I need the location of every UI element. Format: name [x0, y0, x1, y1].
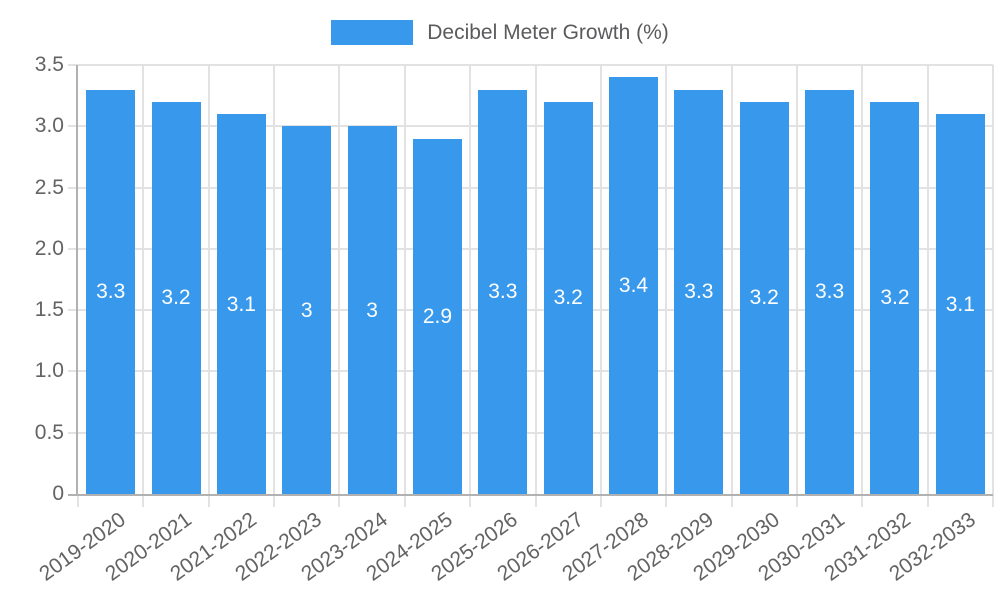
gridline-horizontal: [68, 64, 993, 66]
gridline-horizontal: [68, 125, 993, 128]
gridline-vertical: [861, 65, 864, 507]
chart-legend[interactable]: Decibel Meter Growth (%): [0, 20, 1000, 45]
bar-value-label: 3.3: [815, 280, 845, 304]
plot-area: 3.3 3.2 3.1 3 3 2.9 3.3 3.2 3.4 3.3 3.2 3.3 3.2 3.1 20…: [35, 64, 994, 586]
bar-value-label: 3.1: [226, 292, 256, 316]
y-tick-label: 3.0: [34, 114, 64, 138]
bar-value-label: 3: [300, 298, 313, 322]
gridline-vertical: [142, 65, 145, 507]
x-tick-mark: [77, 494, 79, 507]
bar-value-label: 3.3: [684, 280, 714, 304]
bar[interactable]: 3.3: [674, 89, 724, 494]
bar[interactable]: 3.3: [478, 89, 528, 494]
bar[interactable]: 3.4: [609, 77, 659, 494]
legend-swatch: [331, 20, 414, 45]
y-axis-line: [76, 65, 78, 496]
bar-value-label: 3.2: [749, 286, 779, 310]
gridline-vertical: [926, 65, 929, 507]
y-tick-label: 2.0: [34, 236, 64, 260]
bar[interactable]: 2.9: [412, 138, 462, 494]
bar-value-label: 3.1: [945, 292, 975, 316]
y-tick-label: 2.5: [34, 175, 64, 199]
gridline-vertical: [403, 65, 406, 507]
gridline-horizontal: [68, 370, 993, 373]
bar-value-label: 2.9: [422, 304, 453, 328]
bar[interactable]: 3.2: [543, 101, 593, 494]
legend-label: Decibel Meter Growth (%): [427, 20, 669, 44]
gridline-vertical: [273, 65, 276, 507]
bar[interactable]: 3.2: [151, 101, 201, 494]
y-axis-labels: 0 0.5 1.0 1.5 2.0 2.5 3.0 3.5: [0, 53, 64, 505]
bar[interactable]: 3.1: [216, 114, 266, 494]
y-tick-label: 1.5: [34, 298, 64, 322]
gridline-vertical: [207, 65, 210, 507]
bar[interactable]: 3.3: [805, 89, 855, 494]
gridline-vertical: [338, 65, 341, 507]
y-tick-label: 0: [52, 482, 64, 505]
y-tick-label: 3.5: [34, 53, 64, 76]
bar-value-label: 3: [366, 298, 378, 322]
gridline-vertical: [599, 65, 602, 507]
bar-value-label: 3.2: [880, 286, 910, 310]
gridline-vertical: [795, 65, 798, 507]
gridline-vertical: [992, 65, 994, 507]
bar-value-label: 3.4: [618, 274, 649, 298]
bar[interactable]: 3: [282, 126, 332, 494]
gridline-horizontal: [68, 247, 993, 250]
gridline-horizontal: [68, 186, 993, 189]
bar[interactable]: 3.1: [935, 114, 985, 494]
bar[interactable]: 3.2: [870, 101, 920, 494]
x-axis-line: [68, 494, 993, 496]
bar-value-label: 3.3: [96, 280, 126, 304]
gridline-vertical: [665, 65, 668, 507]
y-tick-label: 1.0: [34, 359, 64, 383]
gridline-vertical: [534, 65, 537, 507]
gridline-horizontal: [68, 309, 993, 312]
gridline-horizontal: [68, 431, 993, 434]
gridline-vertical: [730, 65, 733, 507]
bar-value-label: 3.2: [161, 286, 191, 310]
y-tick-label: 0.5: [34, 420, 64, 444]
bar-value-label: 3.2: [553, 286, 583, 310]
bar-value-label: 3.3: [488, 280, 518, 304]
bar[interactable]: 3: [347, 126, 397, 494]
bar[interactable]: 3.3: [86, 89, 136, 494]
gridline-vertical: [469, 65, 472, 507]
bar[interactable]: 3.2: [739, 101, 789, 494]
